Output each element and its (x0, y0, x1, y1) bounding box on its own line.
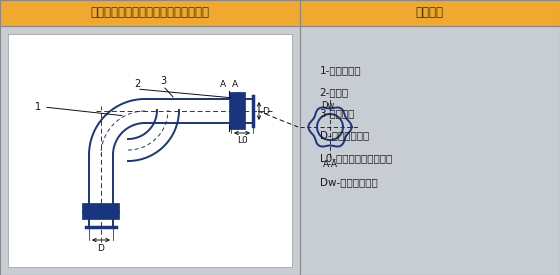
Text: Dw: Dw (321, 101, 335, 110)
Text: 3: 3 (160, 76, 166, 86)
Text: D-不锈钢管外径: D-不锈钢管外径 (320, 130, 369, 140)
Text: 2: 2 (134, 79, 140, 89)
Text: 符号说明: 符号说明 (416, 7, 444, 20)
Text: 3-不锈钢管: 3-不锈钢管 (320, 108, 355, 118)
Bar (0, 0, 300, 26)
Text: 不锈钢管道卡压式连接安装工艺示意图: 不锈钢管道卡压式连接安装工艺示意图 (90, 7, 209, 20)
Text: L0: L0 (237, 136, 248, 145)
Text: 1-卡压式管件: 1-卡压式管件 (320, 65, 361, 75)
Text: A: A (232, 80, 238, 89)
Text: A-A: A-A (323, 160, 338, 169)
Bar (0, 26, 300, 275)
Text: 1: 1 (35, 102, 41, 112)
Bar (300, 26, 560, 275)
Bar (8, 34, 292, 267)
Text: L0-卡压式管件承口长度: L0-卡压式管件承口长度 (320, 153, 392, 163)
Bar (300, 0, 560, 26)
Text: D: D (262, 106, 269, 115)
Text: 2-密封圈: 2-密封圈 (320, 87, 349, 97)
Text: Dw-不锈钢管内径: Dw-不锈钢管内径 (320, 177, 377, 187)
Text: D: D (97, 244, 104, 253)
Text: A: A (220, 80, 226, 89)
